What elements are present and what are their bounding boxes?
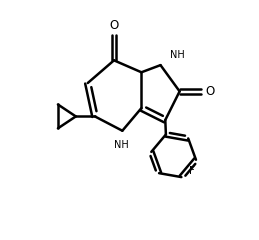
Text: F: F [189,166,195,176]
Text: NH: NH [170,50,184,60]
Text: O: O [205,85,215,98]
Text: O: O [109,19,119,32]
Text: NH: NH [114,140,128,150]
